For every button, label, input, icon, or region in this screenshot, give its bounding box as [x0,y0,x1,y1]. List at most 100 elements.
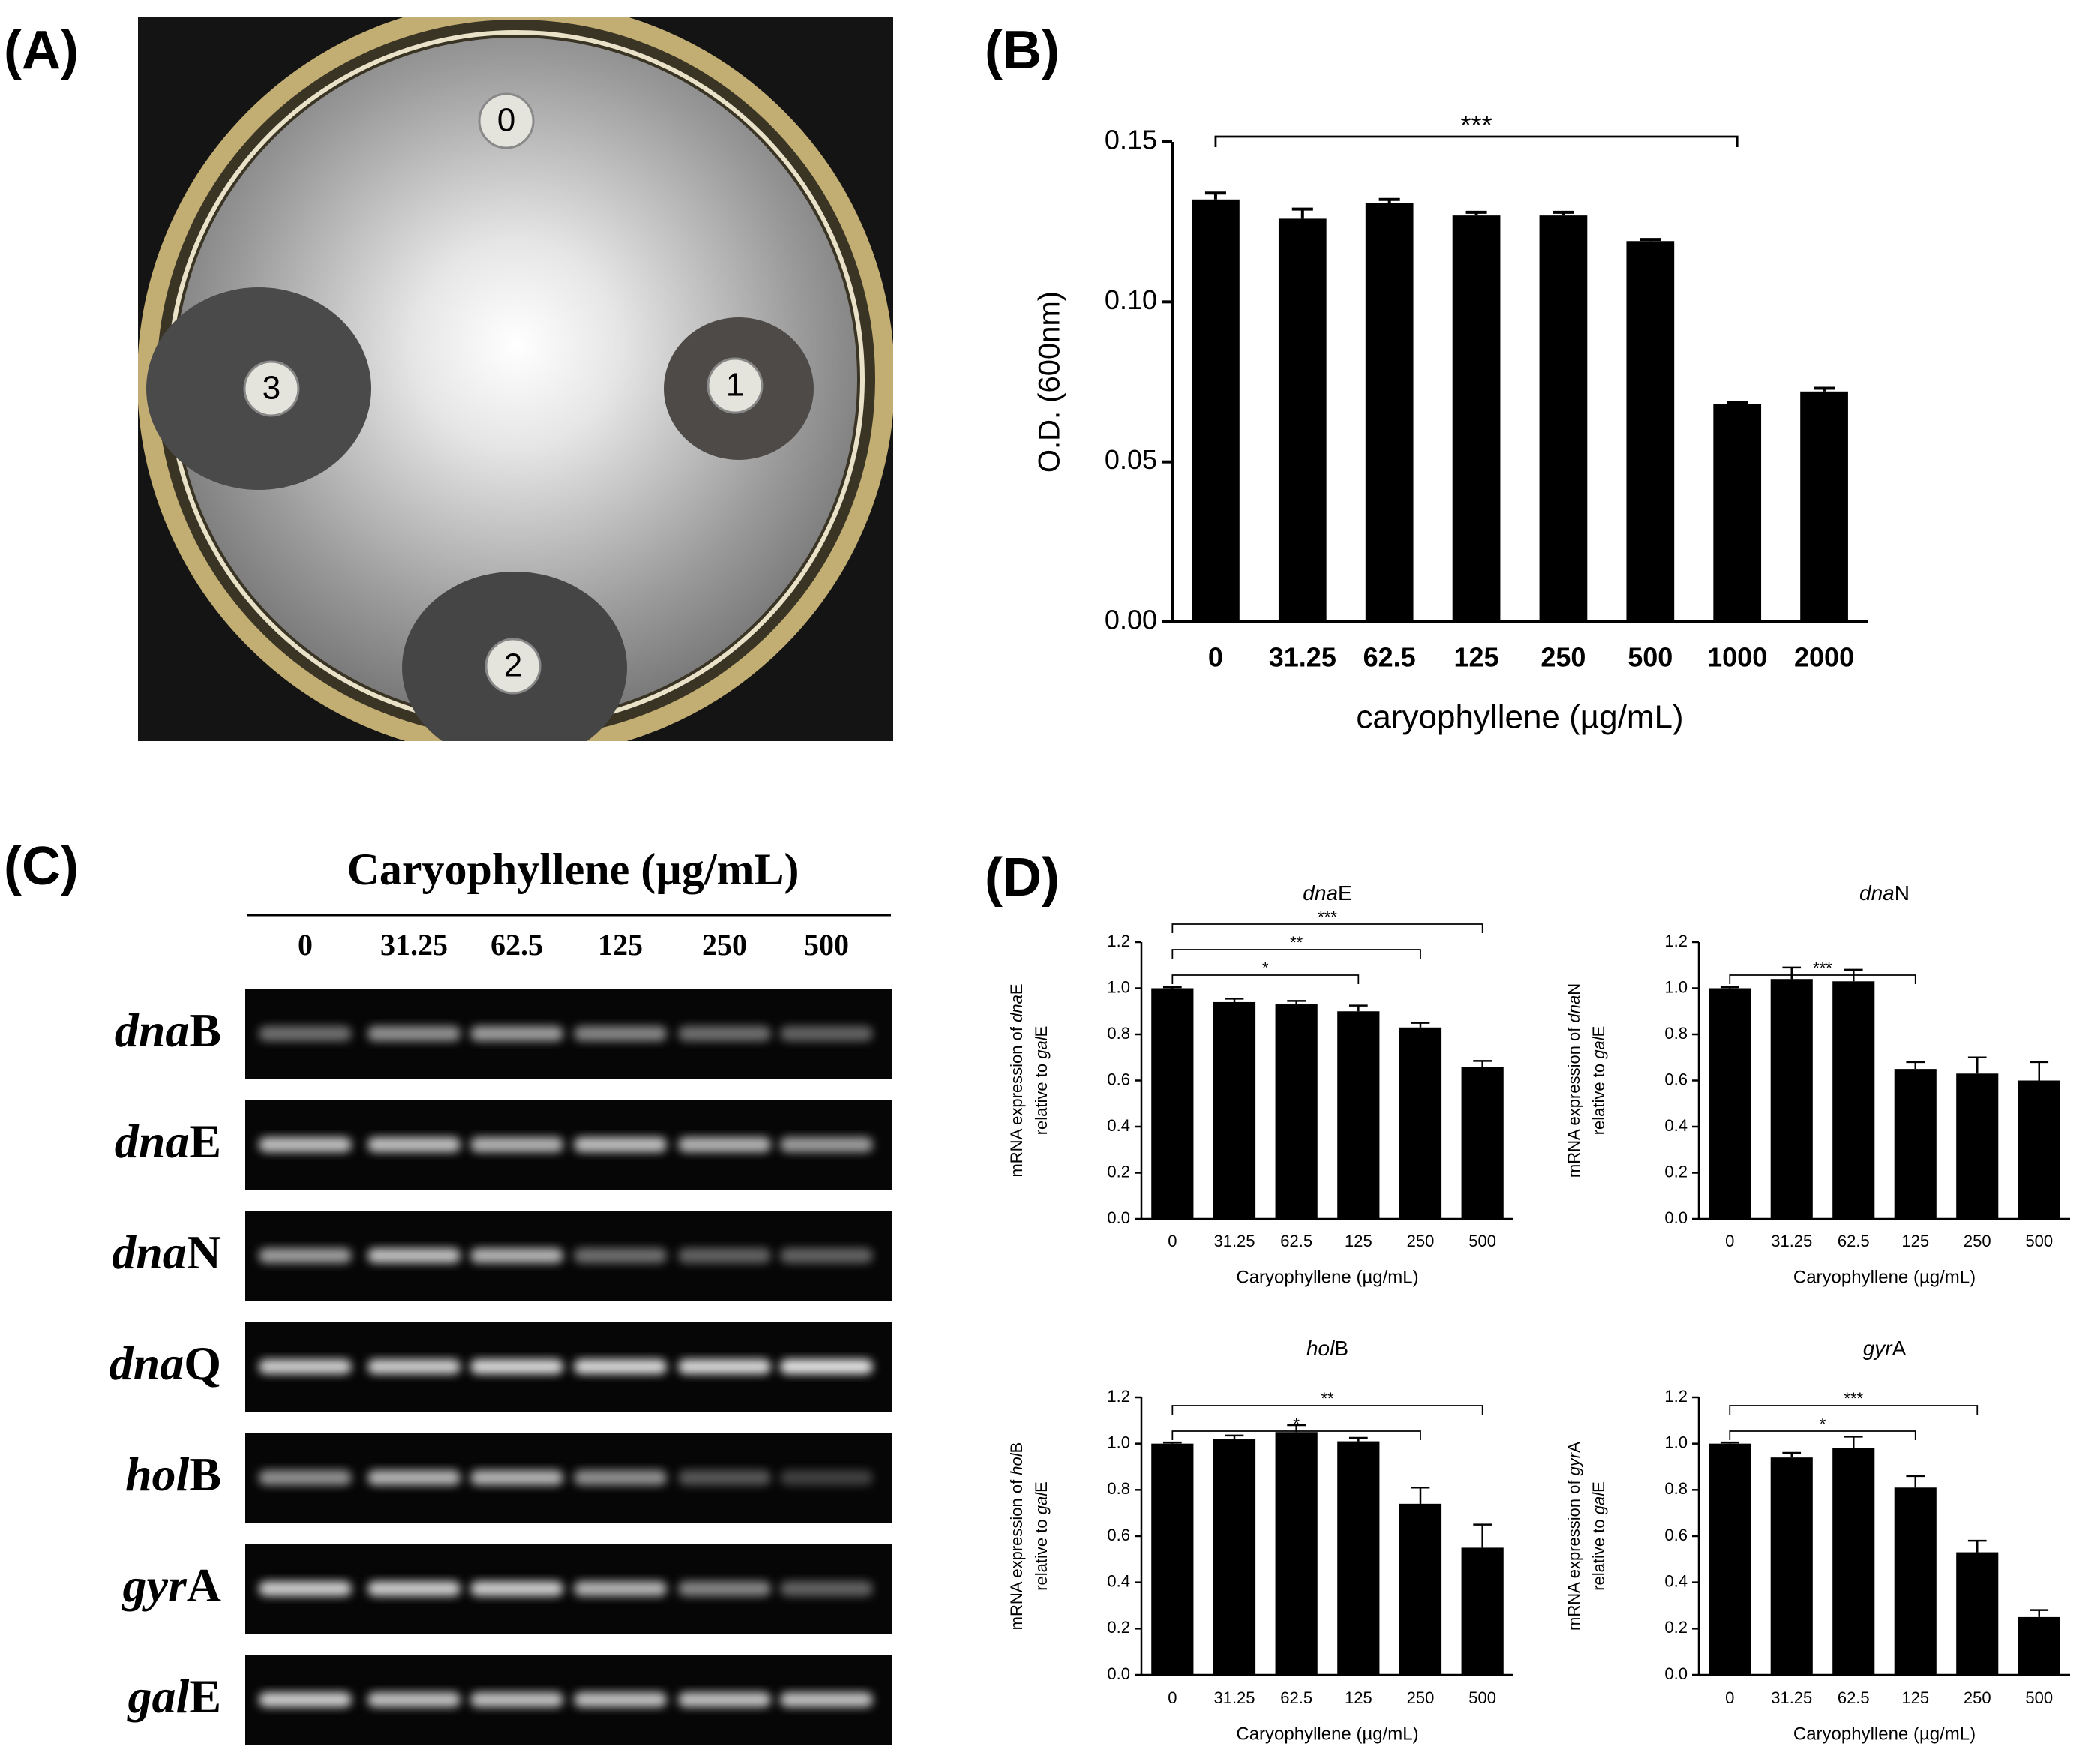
text-segment: dna [1564,995,1583,1023]
error-bar [2030,1609,2049,1617]
error-bar [1967,1056,1987,1074]
error-bar [1967,1539,1987,1553]
significance-label: ** [1321,1389,1334,1408]
gel-band [780,1581,873,1596]
y-axis-label: mRNA expression of dnaN [1564,983,1583,1178]
gel-band [780,1359,873,1374]
y-tick-label: 0.6 [1107,1526,1130,1544]
significance-bracket [1172,1430,1421,1440]
gel-band [574,1581,667,1596]
error-bar [1378,197,1400,203]
text-segment: dna [115,1004,190,1057]
gel-band [780,1248,873,1263]
label-disc [478,92,535,149]
text-segment: E [1589,1481,1608,1493]
lane-label: 31.25 [380,928,448,962]
agar [175,38,857,720]
x-tick-label: 500 [1468,1688,1496,1707]
error-bar [1348,1004,1368,1012]
y-tick-label: 0.2 [1107,1162,1130,1181]
error-bar [1473,1523,1492,1548]
plate-label: 1 [726,367,744,404]
y-tick-label: 0.6 [1107,1070,1130,1088]
bar [1956,1073,1999,1219]
text-segment: dna [112,1226,187,1279]
bar [1151,1443,1194,1675]
text-segment: relative to [1589,1059,1608,1136]
text-segment: dna [1007,995,1026,1022]
text-segment: relative to [1032,1514,1051,1591]
text-segment: mRNA expression of [1564,1022,1583,1178]
bar [1708,988,1751,1219]
text-segment: B [1007,1442,1026,1454]
x-tick-label: 0 [1725,1232,1734,1250]
gel-band [259,1137,352,1152]
x-tick-label: 1000 [1707,642,1767,673]
gel-band [678,1692,771,1707]
bar [1275,1004,1318,1219]
y-tick-label: 0.2 [1107,1618,1130,1637]
error-bar [1906,1475,1925,1488]
text-segment: E [1032,1026,1051,1037]
error-bar [1162,986,1182,989]
y-axis-label: relative to galE [1589,1481,1608,1591]
y-axis-label: relative to galE [1589,1026,1608,1136]
error-bar [1906,1061,1925,1070]
gel-band [368,1581,460,1596]
gel-band [574,1470,667,1485]
bar [1192,199,1240,622]
text-segment: N [1564,983,1583,995]
bar [1539,215,1588,623]
error-bar [1720,1441,1739,1444]
y-tick-label: 1.2 [1664,1387,1688,1406]
error-bar [1204,191,1226,200]
error-bar [2030,1061,2049,1081]
gel-band [470,1248,563,1263]
text-segment: N [187,1226,221,1279]
error-bar [1782,966,1802,980]
text-segment: hol [1007,1452,1026,1475]
x-axis-label: Caryophyllene (µg/mL) [1793,1267,1976,1287]
gel-band [574,1359,667,1374]
y-tick-label: 1.0 [1664,1433,1688,1451]
gene-label: gyrA [121,1559,221,1612]
significance-bracket [1172,923,1484,933]
x-tick-label: 125 [1454,642,1499,673]
panel-label: (D) [985,848,1060,908]
x-tick-label: 62.5 [1280,1232,1312,1250]
text-segment: B [1334,1337,1348,1360]
significance-bracket [1729,1430,1916,1440]
x-tick-label: 500 [1468,1232,1496,1250]
y-tick-label: 1.0 [1107,977,1130,996]
y-axis-label: mRNA expression of dnaE [1007,983,1026,1177]
y-tick-label: 0.8 [1664,1479,1688,1498]
x-tick-label: 0 [1168,1688,1177,1707]
bar [1213,1439,1256,1675]
text-segment: E [1589,1026,1608,1037]
bar [1278,218,1327,622]
gel-band [368,1026,460,1041]
bar [1452,215,1501,623]
y-tick-label: 0.4 [1664,1571,1688,1590]
significance-bracket [1729,1405,1978,1415]
error-bar [1292,207,1313,219]
error-bar [1844,1436,1863,1448]
bar [1399,1027,1442,1219]
x-tick-label: 250 [1964,1688,1991,1707]
text-segment: mRNA expression of [1007,1475,1026,1631]
chart-title: dnaE [1303,881,1352,905]
bar [1894,1487,1936,1675]
y-tick-label: 0.0 [1107,1208,1130,1227]
text-segment: A [187,1559,221,1612]
bar [2018,1080,2060,1219]
gel-band [574,1692,667,1707]
text-segment: A [1892,1337,1906,1360]
significance-label: *** [1844,1389,1863,1408]
y-axis-label: relative to galE [1032,1026,1051,1136]
label-disc [243,360,300,417]
significance-bracket [1172,949,1421,959]
x-tick-label: 2000 [1794,642,1854,673]
bar [1894,1069,1936,1219]
gene-label: holB [125,1448,221,1501]
x-tick-label: 250 [1540,642,1586,673]
